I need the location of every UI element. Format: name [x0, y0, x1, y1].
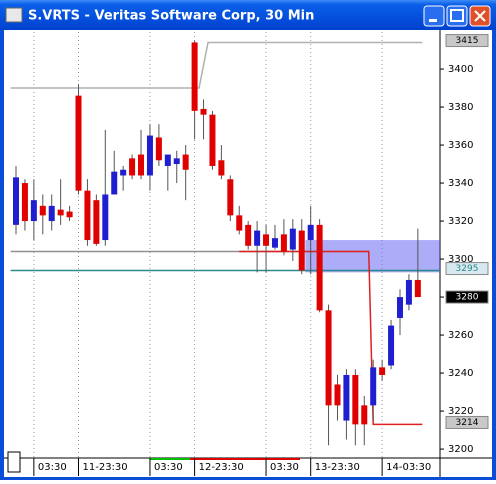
y-tick-label: 3360: [448, 140, 473, 151]
price-marker-label: 3295: [456, 264, 479, 274]
candle-body: [48, 205, 55, 222]
price-marker: [445, 415, 489, 429]
candle-body: [325, 310, 332, 406]
y-tick-label: 3240: [448, 368, 473, 379]
candle-body: [102, 194, 109, 241]
y-tick-label: 3380: [448, 102, 473, 113]
candle-body: [414, 279, 421, 298]
x-tick-label: 12-23:30: [199, 462, 244, 473]
candle-body: [379, 367, 386, 375]
candle-body: [405, 279, 412, 305]
y-tick-label: 3320: [448, 216, 473, 227]
x-tick-label: 13-23:30: [315, 462, 360, 473]
candle-body: [245, 224, 252, 246]
minimize-button[interactable]: [423, 5, 445, 27]
candle-body: [93, 200, 100, 244]
candle-body: [164, 154, 171, 166]
candle-body: [129, 158, 136, 176]
candle-body: [280, 234, 287, 252]
candle-body: [209, 114, 216, 166]
candle-body: [227, 179, 234, 216]
candle-body: [191, 42, 198, 111]
candle-body: [352, 374, 359, 425]
x-tick-label: 03:30: [38, 462, 67, 473]
candle-body: [155, 137, 162, 161]
title-bar: [0, 0, 496, 30]
close-icon: [474, 10, 486, 22]
x-tick-label: 03:30: [270, 462, 299, 473]
x-tick-label: 11-23:30: [83, 462, 128, 473]
candle-body: [263, 234, 270, 246]
scroll-box[interactable]: [7, 451, 21, 473]
candle-body: [343, 374, 350, 421]
candle-body: [396, 297, 403, 318]
candle-body: [370, 367, 377, 406]
candle-body: [138, 154, 145, 176]
x-tick-label: 03:30: [154, 462, 183, 473]
y-tick-label: 3260: [448, 330, 473, 341]
price-marker: [445, 290, 489, 304]
candle-body: [173, 158, 180, 165]
candle-body: [75, 95, 82, 191]
candle-body: [146, 135, 153, 176]
x-tick-label: 14-03:30: [386, 462, 431, 473]
candle-body: [218, 160, 225, 176]
candle-body: [39, 205, 46, 216]
y-tick-label: 3220: [448, 406, 473, 417]
candle-body: [30, 200, 37, 222]
price-marker-label: 3214: [456, 418, 479, 428]
candle-body: [57, 209, 64, 216]
candle-body: [200, 108, 207, 115]
y-tick-label: 3300: [448, 254, 473, 265]
minimize-icon: [429, 19, 437, 22]
candle-body: [307, 224, 314, 241]
price-marker: [445, 262, 489, 276]
window-title: S.VRTS - Veritas Software Corp, 30 Min: [28, 9, 314, 24]
candle-body: [388, 325, 395, 366]
candle-body: [21, 183, 28, 222]
candle-body: [361, 405, 368, 425]
price-marker: [445, 34, 489, 48]
y-tick-label: 3340: [448, 178, 473, 189]
y-tick-label: 3400: [448, 64, 473, 75]
app-icon[interactable]: [5, 7, 23, 23]
candle-body: [182, 154, 189, 170]
maximize-icon: [450, 9, 464, 22]
candle-body: [271, 238, 278, 248]
candle-body: [13, 177, 19, 225]
price-marker-label: 3280: [456, 293, 479, 303]
candle-body: [316, 224, 323, 311]
candle-body: [254, 230, 261, 246]
zone-band: [305, 240, 440, 273]
candle-body: [84, 190, 91, 241]
candle-body: [236, 215, 243, 231]
overlay-line: [10, 41, 423, 89]
candle-body: [66, 211, 73, 218]
candle-body: [298, 230, 305, 271]
price-marker-label: 3415: [456, 36, 479, 46]
chart-panel: [4, 30, 492, 477]
window-buttons: [423, 5, 491, 27]
candle-body: [289, 228, 296, 250]
candle-body: [111, 171, 118, 195]
plot: 3200 3220 3240 3260 3280 3300 3320 3340 3360 3380…: [10, 32, 489, 476]
y-tick-label: 3200: [448, 444, 473, 455]
candle-body: [334, 384, 341, 406]
candle-body: [120, 169, 127, 176]
